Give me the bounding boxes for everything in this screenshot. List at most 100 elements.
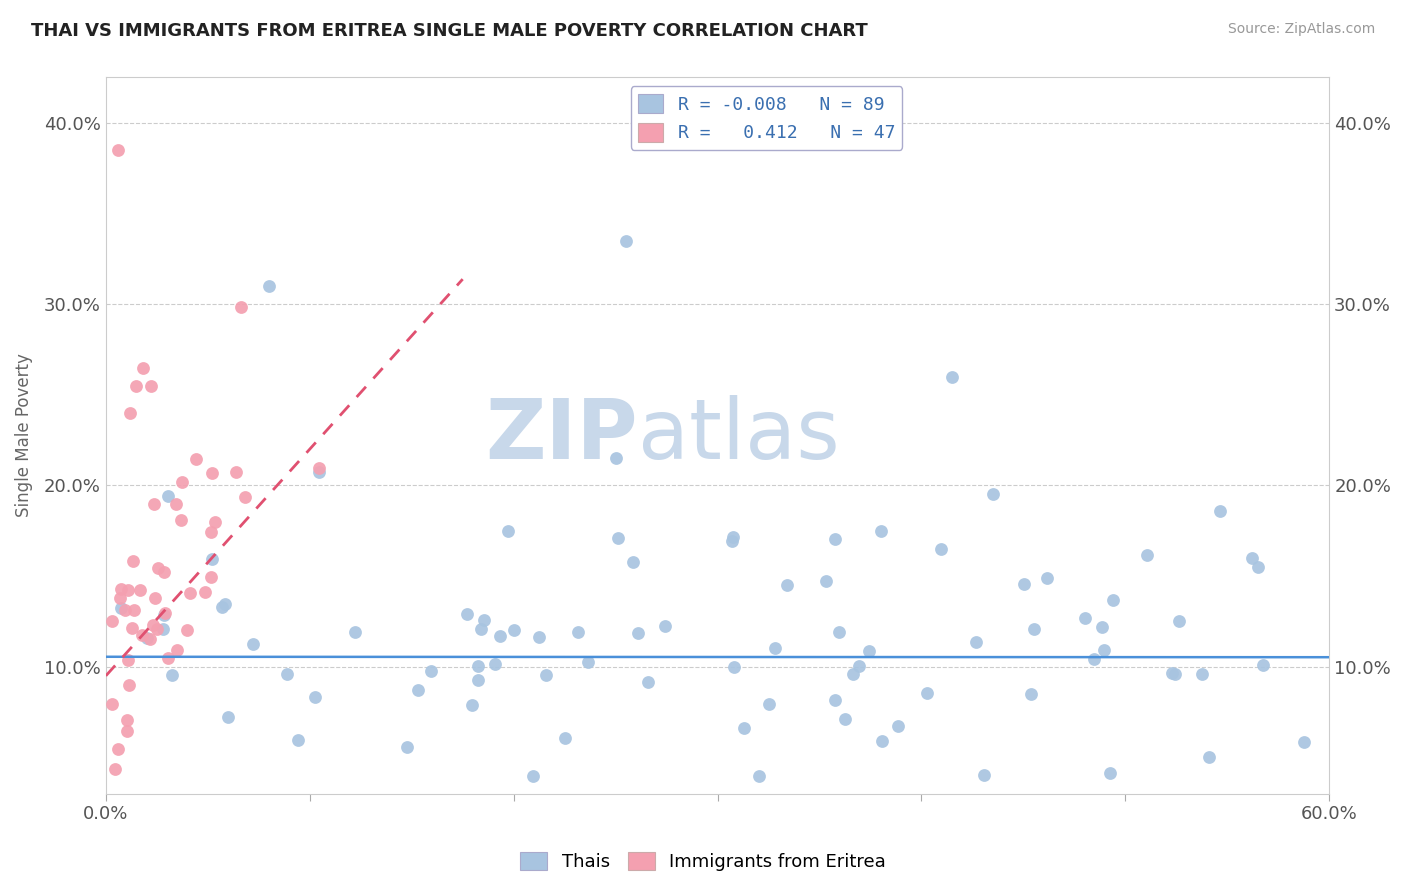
Legend: Thais, Immigrants from Eritrea: Thais, Immigrants from Eritrea [513,845,893,879]
Point [1191,666,1213,681]
Point [117,678,139,692]
Point [1161,665,1184,680]
Point [1091,620,1114,634]
Point [172,475,194,490]
Point [489,629,512,643]
Point [125,378,148,392]
Point [637,675,659,690]
Point [170,513,193,527]
Point [211,599,233,614]
Point [344,624,367,639]
Point [139,378,162,392]
Point [1240,551,1263,566]
Point [621,555,644,569]
Point [117,653,139,667]
Point [218,709,240,723]
Point [461,698,484,713]
Point [242,637,264,651]
Point [607,531,630,545]
Point [1251,658,1274,673]
Point [776,578,799,592]
Point [1209,504,1232,518]
Point [627,625,650,640]
Point [231,301,253,315]
Point [204,515,226,529]
Point [654,618,676,632]
Point [200,570,222,584]
Point [470,622,492,636]
Point [1092,643,1115,657]
Point [153,566,176,580]
Point [124,603,146,617]
Point [1168,614,1191,628]
Point [121,621,143,635]
Point [981,487,1004,501]
Point [308,465,330,479]
Point [308,461,330,475]
Point [503,623,526,637]
Point [122,554,145,568]
Point [1102,592,1125,607]
Point [1024,622,1046,636]
Point [965,635,987,649]
Point [834,712,856,726]
Point [1098,766,1121,780]
Point [828,624,851,639]
Point [472,613,495,627]
Point [941,369,963,384]
Point [824,533,846,547]
Point [1247,560,1270,574]
Point [200,524,222,539]
Point [146,561,169,575]
Point [824,692,846,706]
Point [276,666,298,681]
Point [1019,687,1042,701]
Point [869,524,891,538]
Text: Source: ZipAtlas.com: Source: ZipAtlas.com [1227,22,1375,37]
Point [1198,750,1220,764]
Point [1294,735,1316,749]
Point [467,658,489,673]
Point [467,673,489,688]
Point [733,721,755,735]
Point [225,465,247,479]
Point [723,659,745,673]
Point [858,643,880,657]
Point [179,586,201,600]
Point [304,690,326,704]
Point [107,143,129,157]
Point [522,768,544,782]
Point [201,467,224,481]
Point [139,632,162,647]
Point [110,601,132,615]
Point [763,641,786,656]
Point [153,608,176,623]
Point [973,767,995,781]
Point [157,651,180,665]
Point [576,655,599,669]
Point [1136,549,1159,563]
Point [257,279,280,293]
Point [162,668,184,682]
Point [152,623,174,637]
Point [143,497,166,511]
Point [870,734,893,748]
Point [165,498,187,512]
Point [120,406,142,420]
Point [408,683,430,698]
Point [115,724,138,739]
Point [614,234,637,248]
Point [496,524,519,538]
Point [146,622,169,636]
Point [201,552,224,566]
Point [456,607,478,621]
Point [176,624,198,638]
Point [605,451,627,466]
Text: ZIP: ZIP [485,395,638,476]
Point [567,624,589,639]
Point [929,542,952,557]
Point [142,618,165,632]
Point [842,667,865,681]
Point [848,659,870,673]
Point [554,731,576,745]
